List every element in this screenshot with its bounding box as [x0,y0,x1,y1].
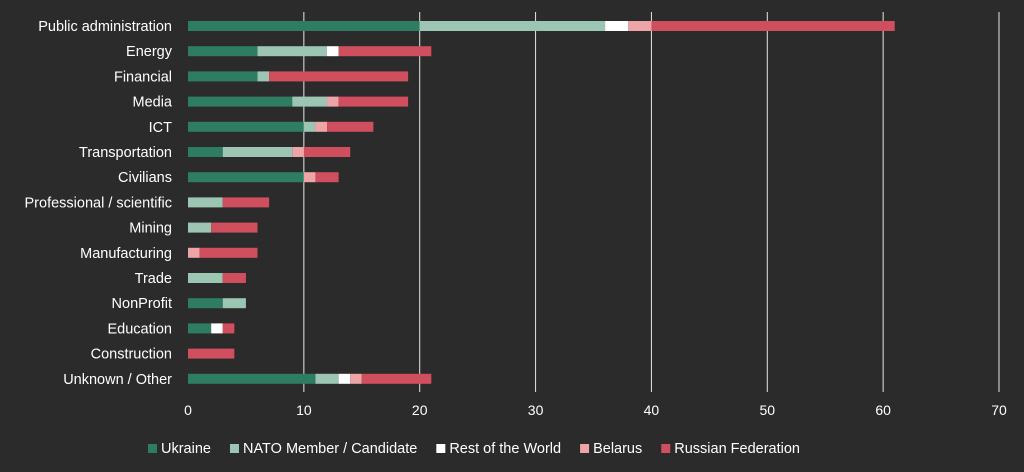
category-label: Mining [129,221,172,237]
bar-trade-russian-federation [222,273,246,283]
bar-energy-ukraine [188,46,258,57]
bar-media-belarus [327,96,339,107]
bar-media-nato-member-candidate [292,96,328,107]
bar-media-ukraine [188,96,293,107]
bar-public-administration-belarus [628,21,652,31]
category-label: NonProfit [112,296,172,312]
bars [188,21,895,384]
category-label: Financial [114,69,172,85]
legend-label: Ukraine [161,441,211,457]
category-labels: Public administration Energy Financial Medi… [25,19,173,388]
bar-transportation-nato-member-candidate [222,147,293,157]
bar-education-rest-of-the-world [211,323,223,334]
bar-unknown-other-rest-of-the-world [338,373,351,384]
bar-construction-russian-federation [188,348,235,359]
category-label: Media [133,95,173,111]
legend: Ukraine NATO Member / Candidate Rest of th… [148,441,800,457]
x-tick-label: 0 [184,402,192,418]
legend-label: NATO Member / Candidate [243,441,417,457]
bar-unknown-other-ukraine [188,373,316,384]
legend-label: Russian Federation [674,441,800,457]
category-label: Unknown / Other [63,372,172,388]
bar-energy-rest-of-the-world [327,46,339,57]
bar-manufacturing-russian-federation [199,247,258,258]
legend-label: Belarus [593,441,642,457]
category-label: Civilians [118,170,172,186]
legend-swatch [661,444,671,453]
bar-education-ukraine [188,323,212,334]
legend-item-nato-member-candidate: NATO Member / Candidate [229,441,417,457]
category-label: Professional / scientific [25,195,172,211]
bar-transportation-ukraine [188,147,223,157]
legend-swatch [148,444,157,453]
x-tick-label: 10 [296,402,312,418]
bar-professional-scientific-nato-member-candidate [188,197,223,208]
bar-civilians-russian-federation [315,172,339,183]
bar-unknown-other-russian-federation [361,373,432,384]
bar-professional-scientific-russian-federation [222,197,270,208]
legend-swatch [229,444,239,453]
bar-ict-ukraine [188,121,304,132]
x-axis-ticks: 0 10 20 30 40 50 60 70 [184,402,1007,418]
bar-energy-russian-federation [338,46,432,57]
bar-financial-ukraine [188,71,258,82]
category-label: Public administration [38,19,172,35]
x-tick-label: 40 [644,402,660,418]
bar-transportation-russian-federation [303,147,351,157]
bar-nonprofit-nato-member-candidate [222,298,246,309]
bar-financial-nato-member-candidate [257,71,270,82]
legend-item-rest-of-the-world: Rest of the World [436,441,561,457]
bar-mining-nato-member-candidate [188,222,212,233]
legend-item-belarus: Belarus [580,441,642,457]
x-tick-label: 70 [991,402,1007,418]
bar-ict-russian-federation [327,121,374,132]
legend-item-ukraine: Ukraine [148,441,211,457]
grid-lines [303,12,1000,392]
bar-ict-belarus [315,121,328,132]
bar-financial-russian-federation [269,71,409,82]
x-tick-label: 60 [875,402,891,418]
x-tick-label: 30 [528,402,544,418]
bar-education-russian-federation [222,323,235,334]
legend-swatch [436,444,446,453]
bar-mining-russian-federation [211,222,258,233]
bar-unknown-other-belarus [350,373,362,384]
bar-public-administration-nato-member-candidate [419,21,606,31]
x-tick-label: 50 [759,402,775,418]
bar-public-administration-russian-federation [651,21,895,31]
bar-public-administration-rest-of-the-world [605,21,629,31]
bar-media-russian-federation [338,96,409,107]
legend-item-russian-federation: Russian Federation [661,441,800,457]
x-tick-label: 20 [412,402,428,418]
legend-label: Rest of the World [449,441,561,457]
bar-transportation-belarus [292,147,304,157]
category-label: Manufacturing [80,246,172,262]
bar-civilians-belarus [303,172,316,183]
bar-manufacturing-belarus [188,247,200,258]
category-label: Transportation [79,145,172,161]
bar-trade-nato-member-candidate [188,273,223,283]
category-label: Trade [135,271,172,287]
bar-ict-nato-member-candidate [303,121,316,132]
bar-unknown-other-nato-member-candidate [315,373,339,384]
legend-swatch [580,444,590,453]
bar-public-administration-ukraine [188,21,420,31]
category-label: Energy [126,44,173,60]
bar-nonprofit-ukraine [188,298,223,309]
category-label: Education [108,321,173,337]
bar-civilians-ukraine [188,172,304,183]
bar-energy-nato-member-candidate [257,46,328,57]
category-label: ICT [149,120,173,136]
category-label: Construction [91,347,172,363]
